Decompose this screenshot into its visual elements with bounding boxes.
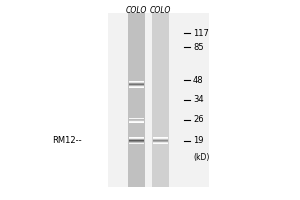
Bar: [153, 142, 168, 143]
Bar: [129, 81, 144, 82]
Bar: [129, 120, 144, 121]
Bar: [129, 142, 144, 143]
Bar: [129, 85, 144, 86]
Bar: [153, 138, 168, 139]
Bar: [129, 140, 144, 141]
Bar: [129, 85, 144, 86]
Bar: [153, 140, 168, 141]
Bar: [129, 83, 144, 84]
Bar: [153, 138, 168, 139]
Text: (kD): (kD): [193, 153, 209, 162]
Bar: [129, 141, 144, 142]
Bar: [129, 140, 144, 141]
Bar: [129, 138, 144, 139]
Bar: [129, 121, 144, 122]
Bar: [129, 143, 144, 144]
Text: 19: 19: [193, 136, 204, 145]
Bar: [129, 82, 144, 83]
Bar: [129, 141, 144, 142]
Bar: [153, 140, 168, 141]
Bar: [108, 13, 209, 187]
Bar: [153, 141, 168, 142]
Bar: [152, 13, 169, 187]
Bar: [129, 119, 144, 120]
Bar: [129, 122, 144, 123]
Bar: [129, 86, 144, 87]
Bar: [129, 139, 144, 140]
Bar: [129, 87, 144, 88]
Bar: [129, 83, 144, 84]
Bar: [129, 119, 144, 120]
Text: 26: 26: [193, 115, 204, 124]
Bar: [153, 142, 168, 143]
Text: 48: 48: [193, 76, 204, 85]
Bar: [129, 137, 144, 138]
Bar: [153, 143, 168, 144]
Bar: [128, 13, 145, 187]
Bar: [129, 87, 144, 88]
Text: 34: 34: [193, 95, 204, 104]
Text: 117: 117: [193, 29, 209, 38]
Bar: [153, 139, 168, 140]
Bar: [129, 86, 144, 87]
Bar: [153, 137, 168, 138]
Text: COLO: COLO: [126, 6, 147, 15]
Text: 85: 85: [193, 43, 204, 52]
Bar: [129, 120, 144, 121]
Bar: [129, 139, 144, 140]
Bar: [153, 143, 168, 144]
Bar: [153, 139, 168, 140]
Bar: [129, 82, 144, 83]
Bar: [129, 84, 144, 85]
Bar: [129, 138, 144, 139]
Bar: [153, 141, 168, 142]
Bar: [129, 84, 144, 85]
Bar: [129, 121, 144, 122]
Bar: [129, 81, 144, 82]
Text: RM12--: RM12--: [52, 136, 82, 145]
Bar: [129, 118, 144, 119]
Text: COLO: COLO: [150, 6, 171, 15]
